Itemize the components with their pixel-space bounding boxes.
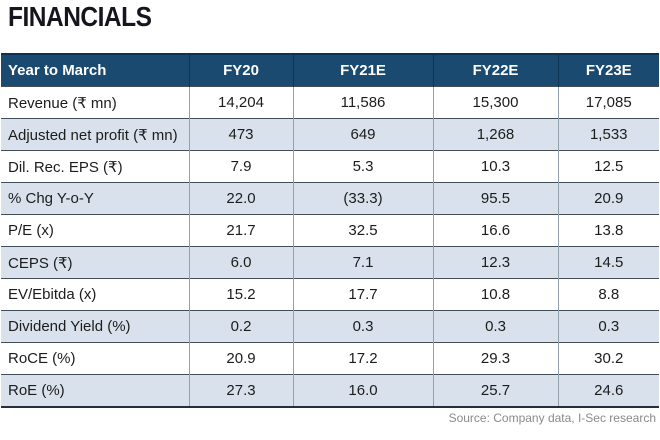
value-cell: 25.7 — [432, 374, 558, 407]
value-cell: 30.2 — [557, 342, 659, 375]
financials-table: Year to March FY20 FY21E FY22E FY23E Revenue… — [1, 53, 659, 408]
table-header-year: FY20 — [188, 53, 293, 87]
value-cell: 11,586 — [292, 86, 433, 119]
row-label-cell: Dividend Yield (%) — [8, 318, 131, 335]
value-cell: 21.7 — [188, 214, 293, 247]
value-cell: (33.3) — [292, 182, 433, 215]
row-label-cell: RoE (%) — [8, 382, 65, 399]
value-cell: 20.9 — [188, 342, 293, 375]
value-cell: 20.9 — [557, 182, 659, 215]
value-cell: 7.1 — [292, 246, 433, 279]
value-cell: 13.8 — [557, 214, 659, 247]
value-cell: 0.3 — [292, 310, 433, 343]
value-cell: 29.3 — [432, 342, 558, 375]
row-label-cell: Adjusted net profit (₹ mn) — [8, 126, 178, 144]
row-label-cell: % Chg Y-o-Y — [8, 190, 94, 207]
value-cell: 8.8 — [557, 278, 659, 311]
row-label-cell: Dil. Rec. EPS (₹) — [8, 158, 123, 176]
table-row: EV/Ebitda (x) 15.2 17.7 10.8 8.8 — [1, 278, 659, 311]
value-cell: 22.0 — [188, 182, 293, 215]
value-cell: 473 — [188, 118, 293, 151]
value-cell: 95.5 — [432, 182, 558, 215]
value-cell: 649 — [292, 118, 433, 151]
value-cell: 16.6 — [432, 214, 558, 247]
value-cell: 0.2 — [188, 310, 293, 343]
table-header-year: FY23E — [557, 53, 659, 87]
row-label-cell: CEPS (₹) — [8, 254, 73, 272]
table-row: % Chg Y-o-Y 22.0 (33.3) 95.5 20.9 — [1, 182, 659, 215]
table-body: Revenue (₹ mn) 14,204 11,586 15,300 17,085 Ad… — [1, 86, 659, 407]
value-cell: 7.9 — [188, 150, 293, 183]
row-label-cell: RoCE (%) — [8, 350, 76, 367]
value-cell: 32.5 — [292, 214, 433, 247]
value-cell: 1,533 — [557, 118, 659, 151]
value-cell: 16.0 — [292, 374, 433, 407]
value-cell: 10.8 — [432, 278, 558, 311]
value-cell: 0.3 — [432, 310, 558, 343]
table-header-year: FY21E — [292, 53, 433, 87]
table-row: Revenue (₹ mn) 14,204 11,586 15,300 17,085 — [1, 86, 659, 119]
table-header-label: Year to March — [1, 53, 189, 87]
page-title: FINANCIALS — [8, 2, 152, 33]
table-header-row: Year to March FY20 FY21E FY22E FY23E — [1, 53, 659, 87]
value-cell: 15.2 — [188, 278, 293, 311]
value-cell: 24.6 — [557, 374, 659, 407]
value-cell: 17,085 — [557, 86, 659, 119]
value-cell: 14.5 — [557, 246, 659, 279]
value-cell: 5.3 — [292, 150, 433, 183]
value-cell: 15,300 — [432, 86, 558, 119]
row-label-cell: P/E (x) — [8, 222, 54, 239]
value-cell: 0.3 — [557, 310, 659, 343]
table-row: P/E (x) 21.7 32.5 16.6 13.8 — [1, 214, 659, 247]
row-label-cell: EV/Ebitda (x) — [8, 286, 97, 303]
value-cell: 14,204 — [188, 86, 293, 119]
value-cell: 27.3 — [188, 374, 293, 407]
table-header-year: FY22E — [432, 53, 558, 87]
table-row: Dil. Rec. EPS (₹) 7.9 5.3 10.3 12.5 — [1, 150, 659, 183]
value-cell: 1,268 — [432, 118, 558, 151]
value-cell: 6.0 — [188, 246, 293, 279]
value-cell: 12.5 — [557, 150, 659, 183]
value-cell: 12.3 — [432, 246, 558, 279]
table-row: RoE (%) 27.3 16.0 25.7 24.6 — [1, 374, 659, 407]
table-row: CEPS (₹) 6.0 7.1 12.3 14.5 — [1, 246, 659, 279]
table-row: Dividend Yield (%) 0.2 0.3 0.3 0.3 — [1, 310, 659, 343]
value-cell: 17.2 — [292, 342, 433, 375]
row-label-cell: Revenue (₹ mn) — [8, 94, 117, 112]
source-note: Source: Company data, I-Sec research — [448, 411, 656, 425]
table-row: RoCE (%) 20.9 17.2 29.3 30.2 — [1, 342, 659, 375]
value-cell: 10.3 — [432, 150, 558, 183]
table-row: Adjusted net profit (₹ mn) 473 649 1,268 1,5… — [1, 118, 659, 151]
value-cell: 17.7 — [292, 278, 433, 311]
